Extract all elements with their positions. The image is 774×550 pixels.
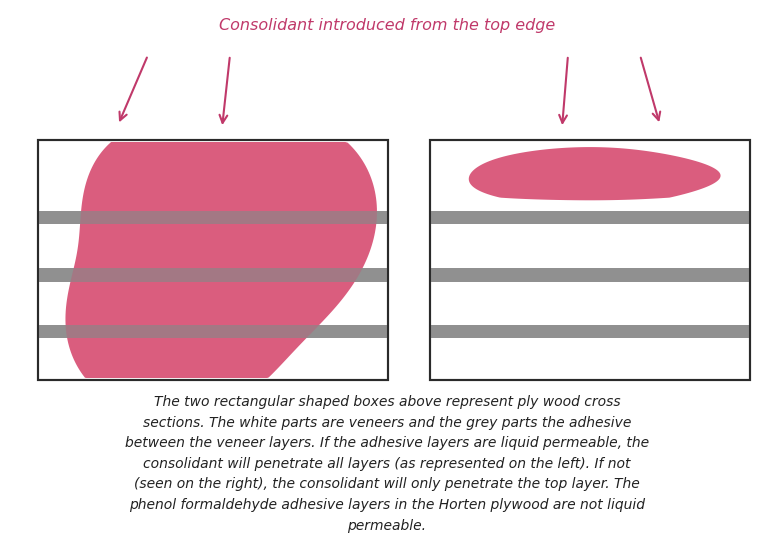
Bar: [430, 211, 750, 224]
Bar: [38, 268, 388, 282]
Bar: [38, 140, 388, 380]
Bar: [430, 140, 750, 380]
Bar: [38, 211, 388, 224]
Polygon shape: [66, 142, 377, 378]
Bar: [38, 325, 388, 338]
Bar: [38, 211, 388, 224]
Bar: [430, 268, 750, 282]
Bar: [430, 268, 750, 282]
Bar: [38, 268, 388, 282]
Bar: [430, 140, 750, 380]
Bar: [38, 140, 388, 380]
Polygon shape: [469, 147, 721, 200]
Bar: [430, 325, 750, 338]
Bar: [430, 325, 750, 338]
Bar: [430, 211, 750, 224]
Text: The two rectangular shaped boxes above represent ply wood cross
sections. The wh: The two rectangular shaped boxes above r…: [125, 395, 649, 532]
Bar: [38, 325, 388, 338]
Text: Consolidant introduced from the top edge: Consolidant introduced from the top edge: [219, 18, 555, 33]
